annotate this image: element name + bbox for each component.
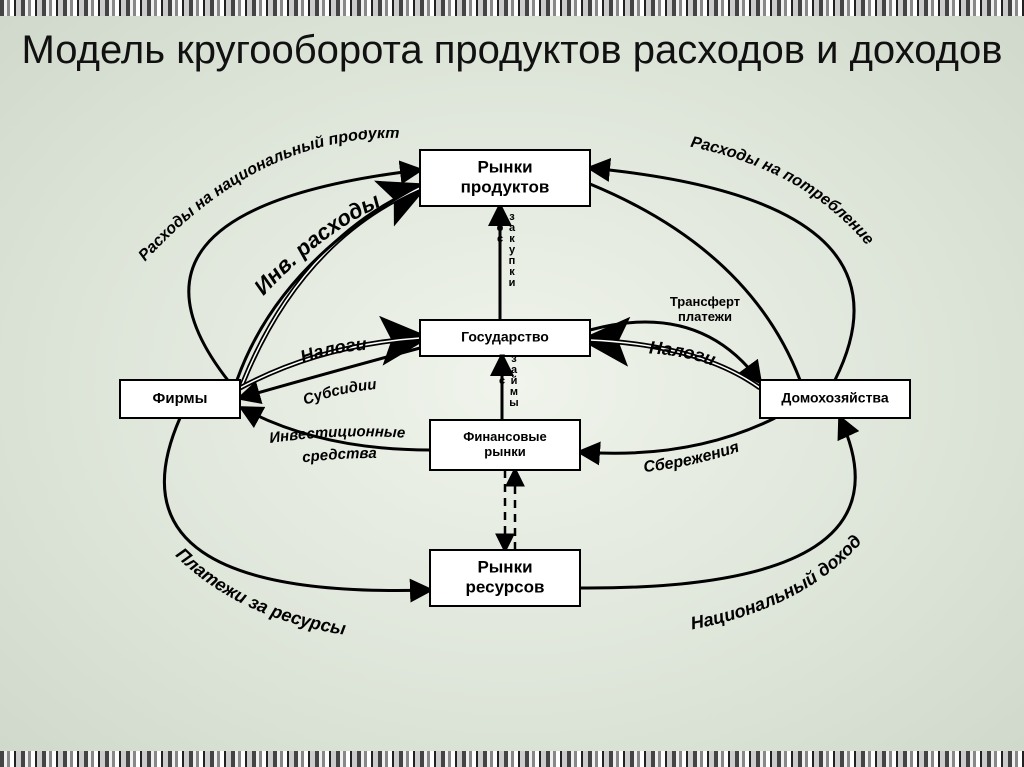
edge-label-resource-payments: Платежи за ресурсы — [172, 544, 348, 639]
node-products: Рынкипродуктов — [420, 150, 590, 206]
node-products-label: Рынки — [477, 158, 532, 177]
edge-label-invest-funds: Инвестиционные — [268, 423, 405, 447]
node-firms: Фирмы — [120, 380, 240, 418]
slide: Модель кругооборота продуктов расходов и… — [0, 0, 1024, 767]
svg-text:с: с — [497, 233, 503, 245]
edge-label-invest-funds: средства — [301, 445, 377, 466]
node-firms-label: Фирмы — [153, 390, 208, 407]
circular-flow-diagram: РынкипродуктовГосударствоФирмыДомохозяйс… — [0, 130, 1024, 750]
node-finmarkets-label: рынки — [484, 444, 525, 459]
barcode-top — [0, 0, 1024, 16]
edge-label-consumption: Расходы на потребление — [689, 134, 877, 248]
node-products-label: продуктов — [461, 177, 550, 196]
edge-label-taxes-households: Налоги — [648, 337, 718, 369]
node-government: Государство — [420, 320, 590, 356]
edge-label-transfers: платежи — [678, 309, 732, 324]
node-resources: Рынкиресурсов — [430, 550, 580, 606]
edge-label-transfers: Трансферт — [670, 294, 740, 309]
edge-label-savings: Сбережения — [643, 438, 742, 476]
edge-label-national-income: Национальный доход — [689, 531, 865, 633]
node-households-label: Домохозяйства — [781, 390, 888, 406]
node-households: Домохозяйства — [760, 380, 910, 418]
edge-label-taxes-firms: Налоги — [298, 334, 368, 367]
node-resources-label: Рынки — [477, 558, 532, 577]
barcode-bottom — [0, 751, 1024, 767]
node-finmarkets-label: Финансовые — [463, 429, 547, 444]
page-title: Модель кругооборота продуктов расходов и… — [0, 28, 1024, 72]
edge-label-subsidies: Субсидии — [301, 376, 377, 409]
svg-text:с: с — [499, 375, 505, 387]
node-government-label: Государство — [461, 329, 549, 345]
edge-national-income — [580, 418, 855, 588]
svg-text:ы: ы — [509, 397, 518, 409]
node-resources-label: ресурсов — [466, 577, 545, 596]
svg-text:и: и — [509, 277, 516, 289]
edge-savings — [580, 418, 775, 453]
node-finmarkets: Финансовыерынки — [430, 420, 580, 470]
